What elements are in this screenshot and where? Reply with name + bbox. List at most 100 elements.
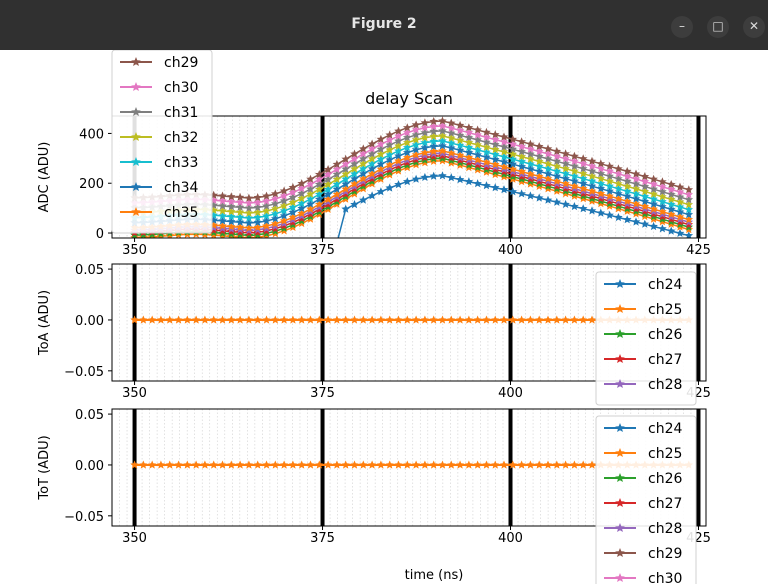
point-flat: [262, 460, 271, 469]
point-ch26: [596, 196, 606, 205]
point-ch35: [491, 160, 500, 169]
point-flat: [367, 460, 377, 469]
point-ch31: [675, 192, 685, 201]
title-bar[interactable]: Figure 2 – □ ✕: [0, 0, 768, 50]
legend-label: ch30: [164, 80, 198, 96]
legend-label: ch26: [648, 327, 682, 343]
maximize-button[interactable]: □: [707, 16, 729, 38]
point-ch29: [271, 189, 280, 198]
point-ch31: [429, 126, 438, 136]
point-ch34: [288, 207, 298, 217]
point-ch32: [473, 140, 482, 149]
point-ch29: [675, 182, 685, 191]
close-button[interactable]: ✕: [743, 16, 765, 38]
minimize-button[interactable]: –: [671, 16, 693, 38]
point-ch27: [614, 199, 623, 208]
point-ch33: [420, 138, 430, 147]
point-ch33: [526, 159, 535, 168]
legend-marker: [131, 82, 141, 91]
point-ch32: [288, 198, 298, 207]
point-ch32: [526, 154, 535, 163]
point-flat: [306, 460, 315, 469]
point-flat: [578, 315, 588, 324]
point-flat: [139, 460, 148, 469]
legend-entry-ch27: ch27: [604, 352, 682, 368]
point-ch32: [271, 204, 280, 213]
figure-canvas[interactable]: 350 375 400 425 0 200 400 ADC (ADU) delay Scan 35…: [0, 50, 768, 584]
point-ch27: [605, 196, 614, 205]
point-ch25: [429, 156, 438, 165]
legend-marker: [615, 523, 625, 532]
point-ch30: [403, 128, 412, 137]
point-ch25: [183, 229, 192, 238]
point-ch34: [614, 189, 623, 198]
point-ch24: [367, 191, 377, 200]
point-ch28: [332, 192, 342, 201]
point-ch29: [684, 185, 694, 194]
point-ch32: [359, 159, 368, 168]
point-ch24: [640, 219, 650, 228]
axes-frame: [111, 408, 707, 527]
point-ch26: [614, 201, 623, 210]
point-ch31: [359, 154, 368, 163]
point-ch28: [218, 223, 227, 232]
y-axis-label: ToA (ADU): [37, 290, 52, 356]
point-ch33: [596, 179, 606, 188]
point-ch27: [622, 201, 632, 210]
point-ch29: [306, 174, 315, 183]
point-ch32: [420, 133, 430, 142]
point-ch25: [596, 199, 606, 208]
point-ch26: [543, 181, 553, 190]
point-ch29: [315, 170, 324, 179]
point-ch33: [464, 143, 474, 152]
point-ch30: [279, 191, 289, 200]
point-ch31: [534, 152, 544, 161]
point-ch31: [605, 171, 614, 180]
point-ch32: [491, 145, 500, 154]
point-flat: [227, 315, 236, 324]
legend-label: ch28: [648, 377, 682, 393]
point-flat: [561, 315, 570, 324]
point-ch33: [482, 147, 491, 156]
point-ch29: [464, 123, 474, 132]
point-flat: [499, 460, 509, 469]
point-flat: [218, 460, 227, 469]
point-ch34: [684, 210, 694, 219]
point-flat: [288, 315, 298, 324]
point-ch34: [438, 141, 447, 150]
y-tick-label: 0: [96, 227, 104, 242]
point-ch34: [315, 194, 324, 203]
point-ch32: [253, 208, 262, 217]
point-ch35: [235, 222, 245, 231]
point-ch32: [323, 180, 333, 189]
point-ch24: [447, 173, 456, 182]
legend-label: ch24: [648, 277, 682, 293]
point-flat: [552, 315, 562, 324]
point-ch31: [455, 130, 465, 139]
point-ch33: [332, 179, 342, 188]
point-ch32: [341, 169, 350, 178]
point-flat: [209, 460, 218, 469]
point-flat: [288, 460, 298, 469]
point-ch34: [649, 199, 658, 208]
point-ch29: [420, 118, 430, 127]
point-ch31: [420, 128, 430, 137]
point-ch28: [561, 181, 570, 190]
point-flat: [191, 460, 201, 469]
legend-label: ch27: [648, 496, 682, 512]
point-ch33: [491, 150, 500, 159]
legend-label: ch28: [648, 521, 682, 537]
point-ch27: [517, 172, 526, 181]
series-line-ch32: [134, 135, 690, 214]
point-ch28: [279, 218, 289, 227]
point-ch32: [482, 142, 491, 151]
point-ch27: [218, 226, 227, 235]
point-ch30: [394, 131, 403, 140]
legend-entry-ch25: ch25: [604, 446, 682, 462]
y-tick-label: 400: [79, 127, 104, 142]
point-ch35: [411, 150, 421, 159]
point-ch30: [631, 174, 641, 183]
point-ch26: [675, 220, 685, 229]
point-ch29: [605, 161, 614, 170]
point-flat: [534, 460, 544, 469]
